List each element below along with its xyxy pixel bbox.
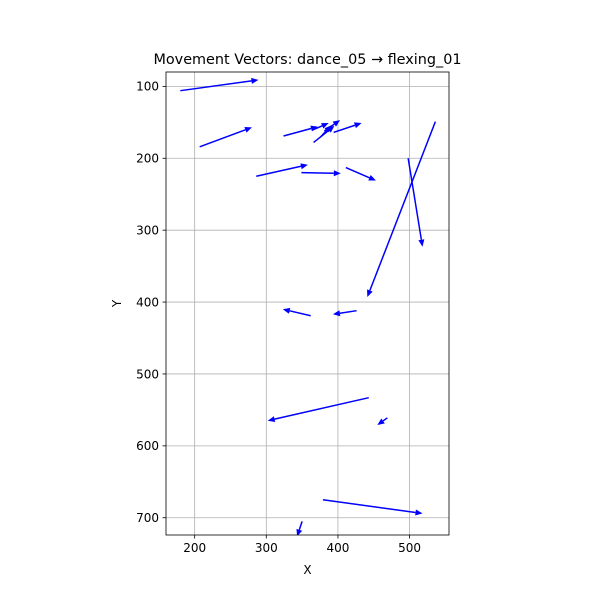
chart-title: Movement Vectors: dance_05 → flexing_01 [153, 52, 461, 68]
arrowhead [327, 125, 335, 133]
vector-shaft [256, 165, 302, 177]
y-tick-label: 600 [136, 439, 159, 453]
vector-shaft [407, 158, 423, 240]
vector-shaft [298, 521, 303, 531]
y-tick-label: 100 [136, 80, 159, 94]
x-axis-label: X [303, 563, 311, 577]
arrowhead [332, 310, 341, 317]
vector-shaft [283, 127, 312, 137]
arrowhead [300, 163, 308, 170]
movement-vector [345, 166, 376, 181]
movement-vector [333, 122, 362, 134]
plot-frame [165, 71, 450, 536]
plot-area [166, 72, 449, 535]
axis-ticks: 200 300 400 500 100 200 300 400 500 600 700 [136, 80, 421, 555]
arrowhead [418, 239, 425, 247]
arrowhead [377, 418, 385, 425]
vector-shaft [301, 171, 334, 174]
vector-shaft [199, 129, 246, 148]
arrowhead [267, 416, 276, 423]
arrowhead [415, 509, 423, 516]
movement-vector [180, 77, 259, 92]
y-tick-label: 200 [136, 152, 159, 166]
movement-vector [332, 309, 357, 317]
vector-shaft [382, 417, 388, 422]
x-tick-label: 200 [183, 541, 206, 555]
x-tick-label: 500 [398, 541, 421, 555]
arrowhead [321, 123, 329, 129]
movement-vector [301, 170, 341, 177]
movement-vector [256, 163, 308, 177]
vector-shaft [333, 124, 356, 134]
movement-vector [267, 396, 369, 423]
grid [166, 72, 449, 535]
y-axis-label: Y [110, 299, 124, 308]
movement-vector [407, 158, 425, 247]
movement-vector [313, 125, 335, 144]
vector-shaft [339, 309, 357, 314]
y-tick-label: 300 [136, 223, 159, 237]
vector-shaft [311, 125, 323, 131]
movement-vector [377, 417, 388, 425]
movement-vector [311, 123, 329, 131]
arrowhead [251, 77, 259, 84]
movement-vector [296, 521, 303, 535]
y-tick-label: 500 [136, 367, 159, 381]
vector-shaft [345, 166, 370, 179]
arrowhead [354, 122, 362, 129]
arrowhead [296, 528, 303, 535]
movement-vector [367, 121, 437, 298]
vector-shaft [369, 121, 437, 291]
movement-vector [282, 307, 311, 317]
arrowhead [333, 170, 341, 177]
vector-field [180, 77, 437, 535]
movement-vector [199, 126, 252, 148]
vector-shaft [289, 310, 311, 317]
y-tick-label: 400 [136, 295, 159, 309]
arrowhead [367, 289, 373, 298]
x-tick-label: 300 [255, 541, 278, 555]
arrowhead [332, 120, 341, 127]
vector-shaft [274, 396, 369, 420]
arrowhead [244, 126, 252, 133]
arrowhead [368, 175, 376, 181]
vector-shaft [322, 499, 416, 514]
arrowhead [282, 307, 291, 314]
vector-shaft [180, 80, 252, 92]
vector-shaft [313, 129, 330, 144]
movement-vector [322, 499, 423, 516]
x-tick-label: 400 [326, 541, 349, 555]
y-tick-label: 700 [136, 511, 159, 525]
